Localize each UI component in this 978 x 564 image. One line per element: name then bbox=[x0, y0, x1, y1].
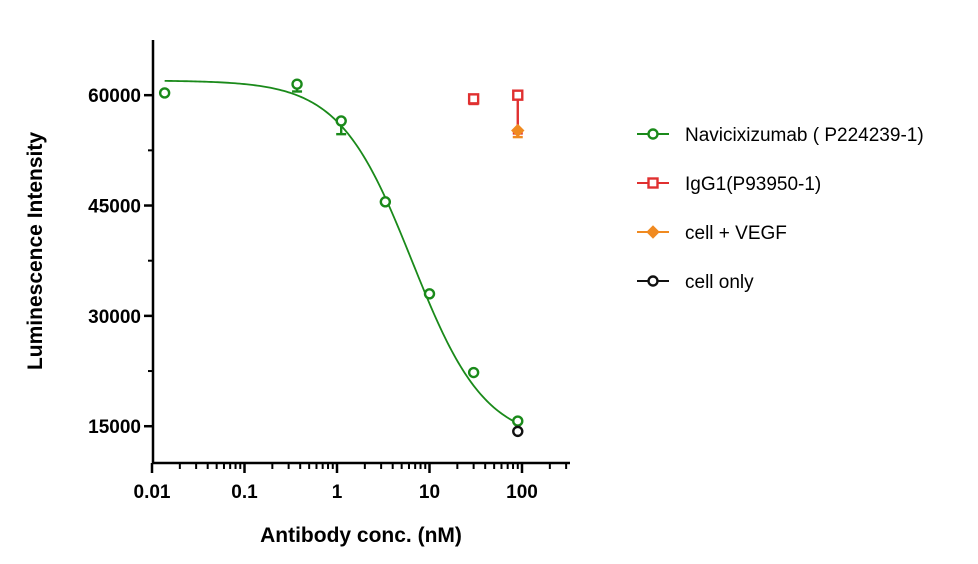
legend-label: cell only bbox=[685, 272, 754, 293]
legend-marker bbox=[646, 225, 660, 239]
data-point bbox=[291, 78, 303, 90]
data-point bbox=[467, 93, 480, 105]
x-tick-label: 0.01 bbox=[134, 482, 171, 503]
data-point bbox=[511, 123, 525, 138]
x-tick-label: 1 bbox=[332, 482, 343, 503]
error-bars bbox=[292, 84, 523, 139]
tick-labels: 15000 30000 45000 60000 0.01 0.1 1 10 100 bbox=[88, 86, 538, 503]
y-tick-label: 15000 bbox=[88, 417, 141, 438]
data-point bbox=[512, 425, 524, 438]
legend-label: Navicixizumab ( P224239-1) bbox=[685, 125, 924, 146]
legend-marker bbox=[647, 177, 659, 189]
legend-label: cell + VEGF bbox=[685, 223, 787, 244]
data-points bbox=[158, 78, 525, 438]
data-point bbox=[423, 288, 436, 300]
legend-marker bbox=[647, 128, 659, 140]
data-point bbox=[335, 115, 347, 127]
legend-marker bbox=[647, 275, 659, 287]
x-axis-title: Antibody conc. (nM) bbox=[260, 524, 462, 547]
data-point bbox=[379, 196, 392, 208]
data-point bbox=[467, 366, 480, 379]
x-tick-label: 0.1 bbox=[231, 482, 258, 503]
legend: Navicixizumab ( P224239-1) IgG1(P93950-1)… bbox=[637, 125, 924, 293]
axes bbox=[151, 40, 570, 465]
ticks bbox=[144, 93, 568, 473]
data-point bbox=[158, 87, 171, 99]
data-point bbox=[512, 415, 524, 427]
x-tick-label: 100 bbox=[506, 482, 538, 503]
legend-label: IgG1(P93950-1) bbox=[685, 174, 821, 195]
y-axis-title: Luminescence Intensity bbox=[24, 132, 47, 370]
data-point bbox=[512, 89, 524, 101]
y-tick-label: 45000 bbox=[88, 197, 141, 218]
y-tick-label: 60000 bbox=[88, 86, 141, 107]
y-tick-label: 30000 bbox=[88, 307, 141, 328]
x-tick-label: 10 bbox=[419, 482, 440, 503]
